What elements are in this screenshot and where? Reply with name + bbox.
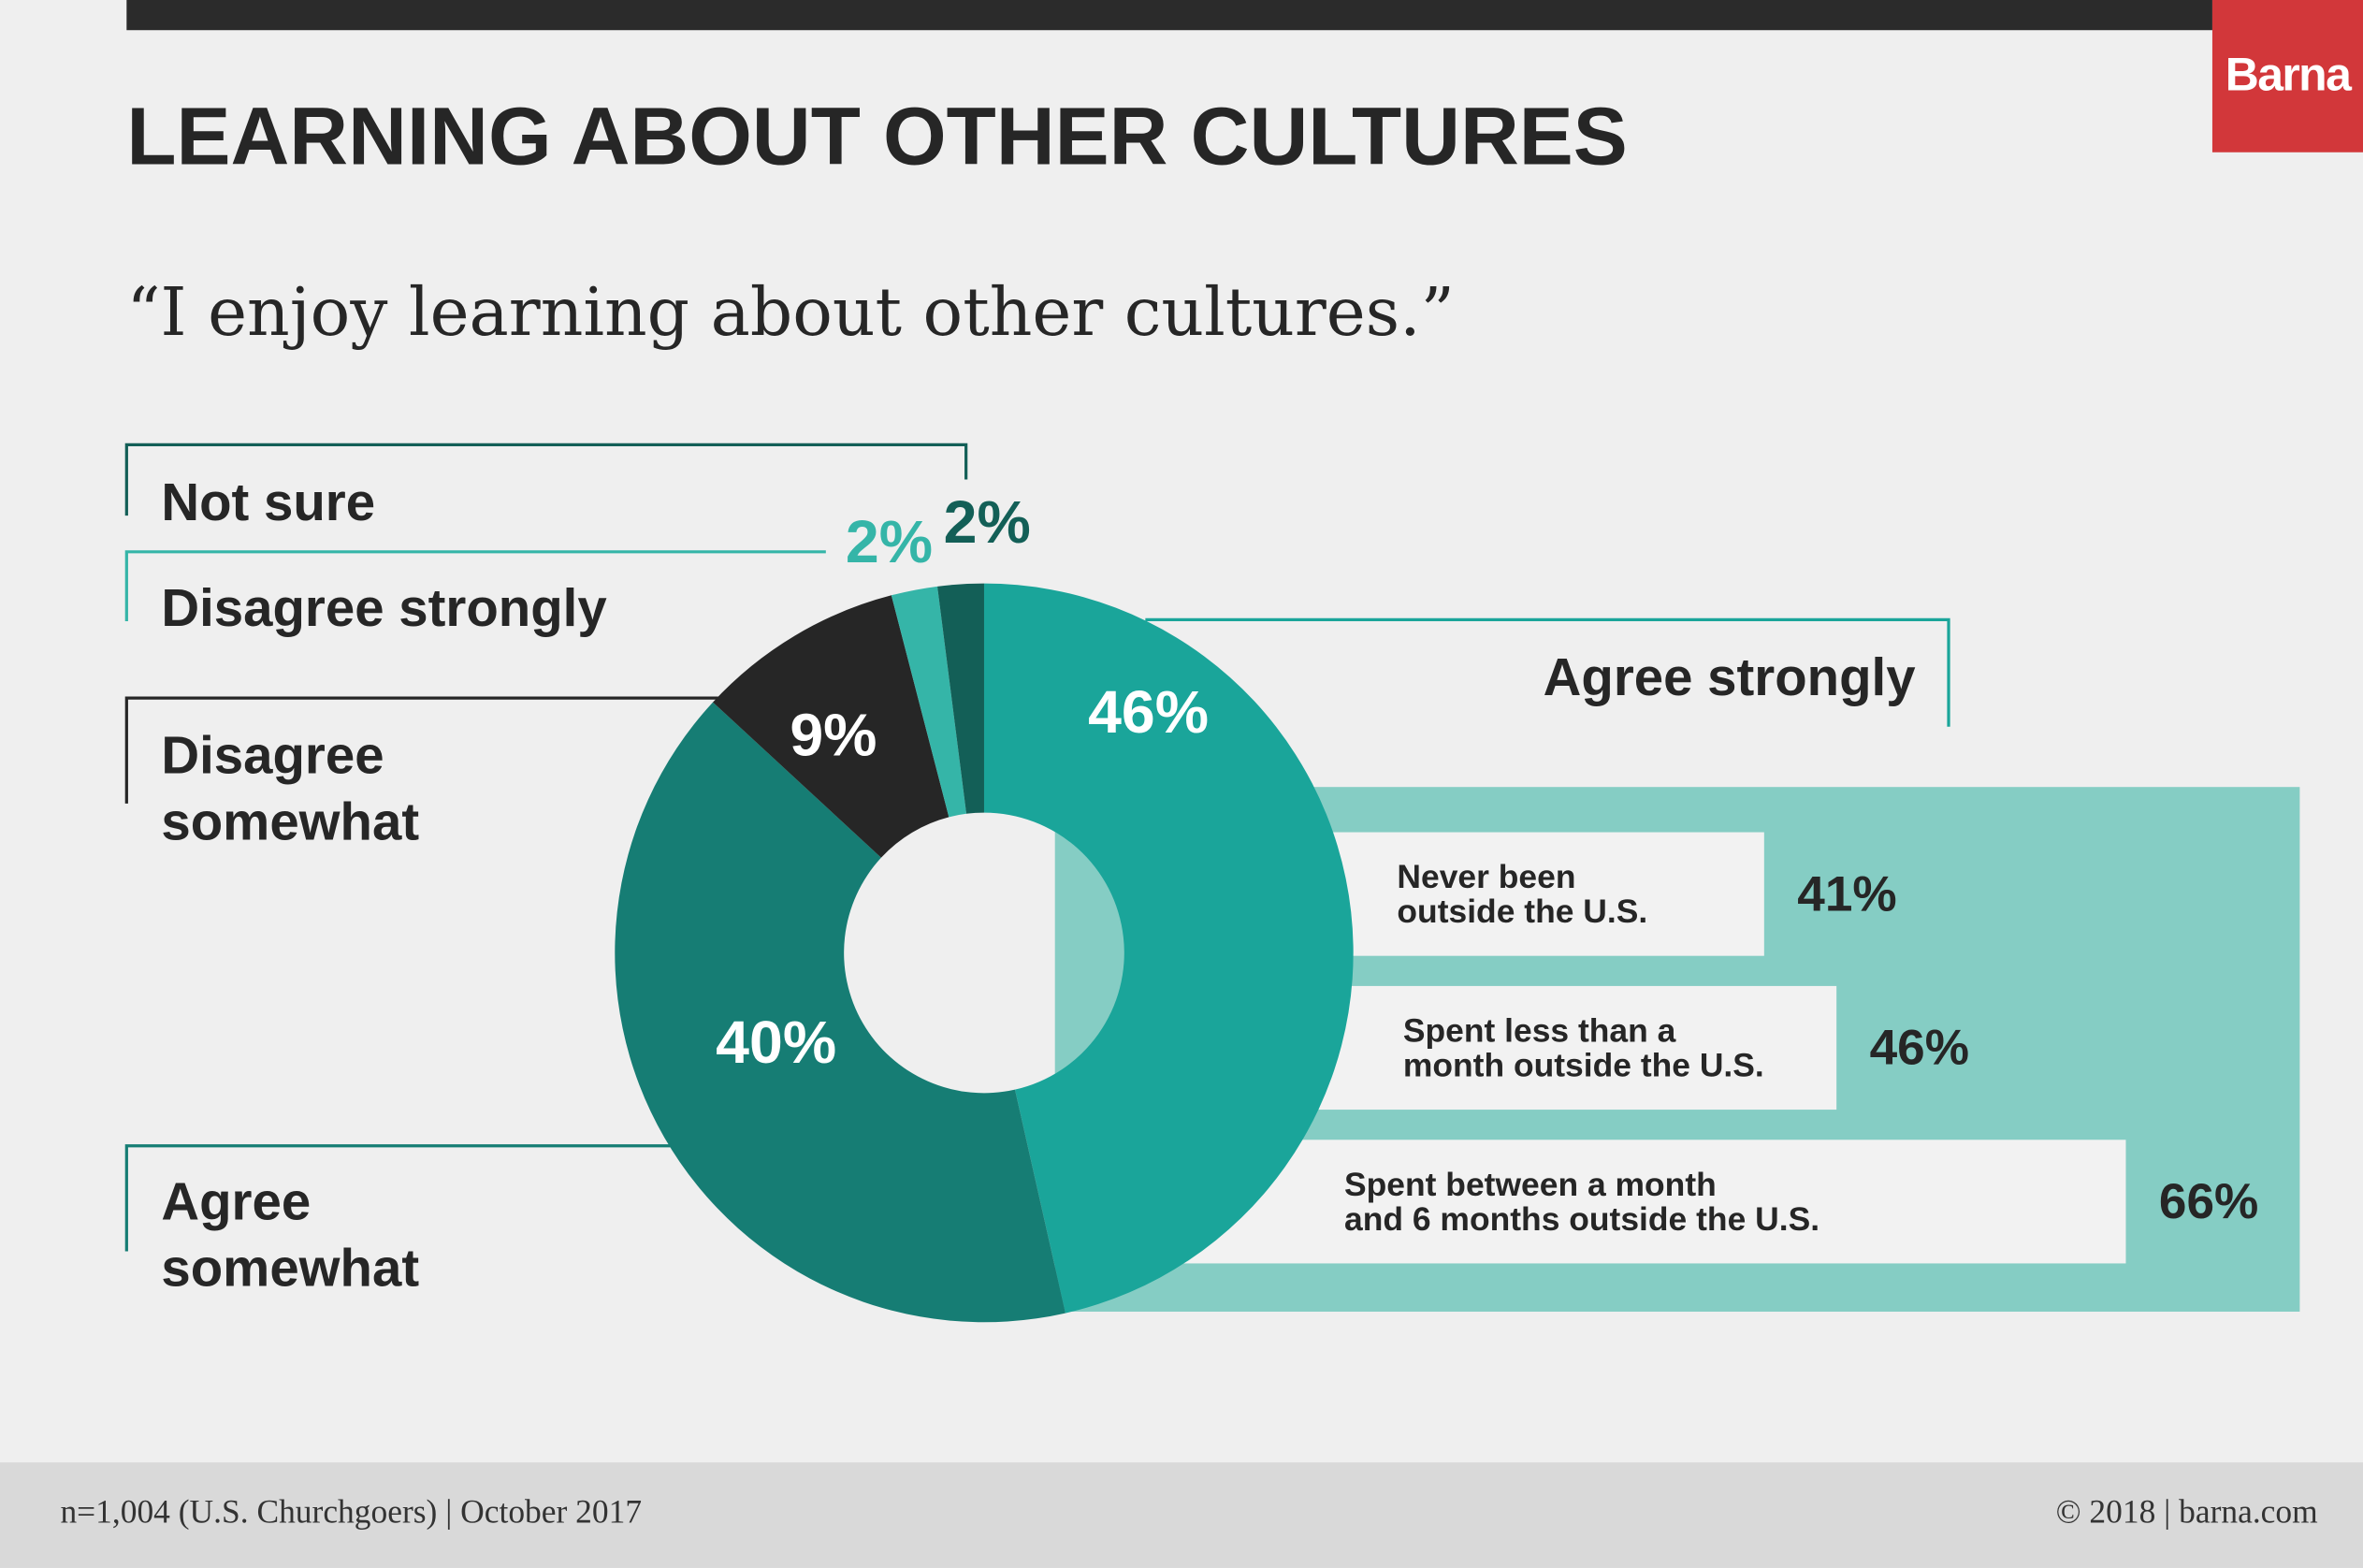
bar-value-label: 66% bbox=[2158, 1172, 2259, 1229]
chart-title: LEARNING ABOUT OTHER CULTURES bbox=[126, 92, 1628, 182]
footer-copyright: © 2018 | barna.com bbox=[2055, 1492, 2318, 1531]
legend-bracket bbox=[124, 443, 968, 516]
slice-value-label: 40% bbox=[716, 1009, 837, 1077]
slice-value-label: 46% bbox=[1088, 679, 1210, 747]
donut-slice bbox=[615, 702, 1066, 1323]
legend-label: Agree somewhat bbox=[161, 1172, 420, 1299]
footer-source: n=1,004 (U.S. Churchgoers) | October 201… bbox=[60, 1492, 643, 1531]
bar-category: Never been outside the U.S. bbox=[1397, 857, 1648, 931]
legend-label: Agree strongly bbox=[1543, 647, 1916, 707]
legend-bracket bbox=[124, 550, 826, 621]
slice-value-label: 9% bbox=[790, 702, 877, 769]
bar-category: Spent less than a month outside the U.S. bbox=[1402, 1011, 1764, 1084]
bar bbox=[1170, 1140, 2126, 1264]
donut-slice bbox=[937, 583, 984, 814]
donut-slice bbox=[713, 595, 950, 858]
bar-value-label: 46% bbox=[1869, 1019, 1970, 1075]
legend-label: Disagree somewhat bbox=[161, 726, 420, 852]
chart-subtitle: “I enjoy learning about other cultures.” bbox=[126, 274, 1455, 352]
brand: Barna bbox=[2225, 48, 2352, 101]
legend-label: Not sure bbox=[161, 473, 376, 532]
legend-bracket bbox=[124, 1144, 671, 1252]
footer-band bbox=[0, 1462, 2363, 1568]
slice-value-label: 2% bbox=[845, 509, 934, 576]
bar-value-label: 41% bbox=[1797, 865, 1897, 922]
legend-label: Disagree strongly bbox=[161, 578, 607, 638]
legend-bracket bbox=[124, 696, 721, 804]
donut-slice bbox=[983, 583, 1354, 1314]
bar-category: Spent between a month and 6 months outsi… bbox=[1344, 1165, 1820, 1239]
brand-box bbox=[2211, 0, 2363, 152]
top-bar bbox=[126, 0, 2212, 31]
donut-slice bbox=[891, 586, 967, 818]
legend-bracket bbox=[1145, 617, 1950, 727]
slice-value-label: 2% bbox=[943, 489, 1031, 557]
